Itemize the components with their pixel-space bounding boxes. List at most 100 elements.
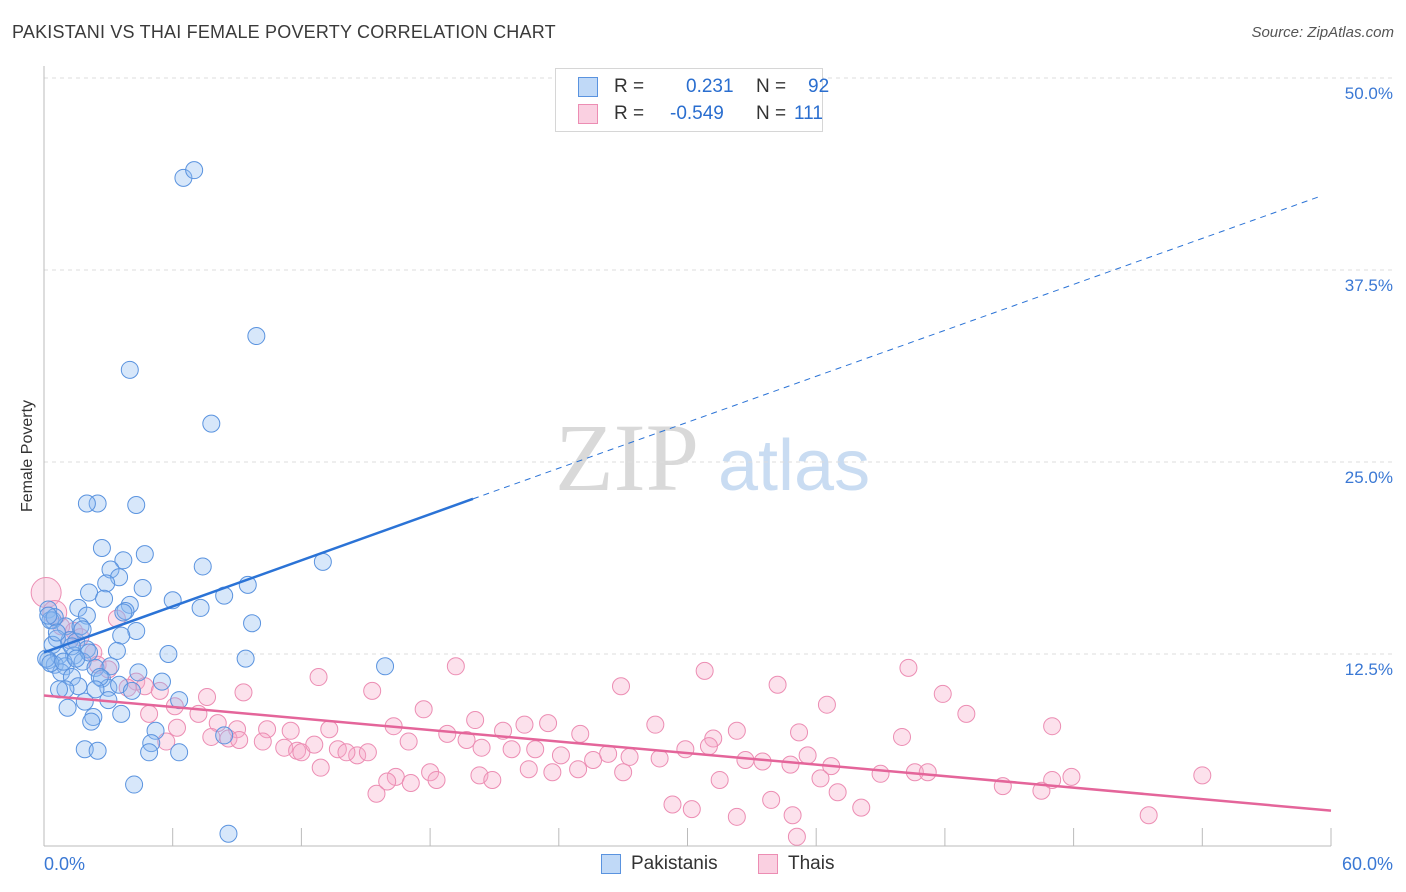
pakistanis-point xyxy=(80,583,99,602)
pakistanis-point xyxy=(174,168,193,187)
thais-point xyxy=(676,740,695,759)
thais-point xyxy=(358,743,377,762)
thais-point xyxy=(543,763,562,782)
thais-point xyxy=(811,769,830,788)
thais-point xyxy=(710,770,729,789)
pakistanis-point xyxy=(125,775,144,794)
thais-point xyxy=(650,749,669,768)
watermark-zip: ZIP xyxy=(555,404,699,511)
thais-point xyxy=(311,758,330,777)
pakistanis-trend-extension xyxy=(472,195,1321,500)
thais-point xyxy=(526,740,545,759)
pakistanis-point xyxy=(202,414,221,433)
thais-point xyxy=(281,721,300,740)
thais-point xyxy=(933,684,952,703)
pakistanis-point xyxy=(45,608,64,627)
tick-labels: 12.5% 25.0% 37.5% 50.0% 0.0% 60.0% xyxy=(44,84,1393,874)
pakistanis-point xyxy=(191,598,210,617)
thais-point xyxy=(348,746,367,765)
thais-point xyxy=(817,695,836,714)
chart-title: PAKISTANI VS THAI FEMALE POVERTY CORRELA… xyxy=(12,22,556,42)
pakistanis-swatch xyxy=(601,854,621,874)
thais-point xyxy=(584,750,603,769)
thais-point xyxy=(852,798,871,817)
thais-point xyxy=(1193,766,1212,785)
thais-point xyxy=(472,738,491,757)
thais-point xyxy=(367,784,386,803)
thais-point xyxy=(421,763,440,782)
legend-r-value: 0.231 xyxy=(686,76,734,97)
thais-point xyxy=(140,704,159,723)
axes xyxy=(43,66,1332,847)
thais-point xyxy=(957,704,976,723)
legend-n-value: 111 xyxy=(794,103,823,124)
thais-point xyxy=(918,763,937,782)
pakistanis-point xyxy=(127,496,146,515)
pakistanis-point xyxy=(215,726,234,745)
thais-point xyxy=(198,688,217,707)
thais-point xyxy=(167,718,186,737)
thais-swatch xyxy=(758,854,778,874)
pakistanis-point xyxy=(152,672,171,691)
pakistanis-point xyxy=(193,557,212,576)
pakistanis-point xyxy=(112,704,131,723)
pakistanis-point xyxy=(376,657,395,676)
thais-point xyxy=(1043,717,1062,736)
pakistanis-point xyxy=(95,589,114,608)
pakistanis-point xyxy=(247,327,266,346)
x-tick-label: 0.0% xyxy=(44,854,85,874)
legend-n-value: 92 xyxy=(808,76,830,97)
thais-point xyxy=(699,737,718,756)
pakistanis-point xyxy=(120,360,139,379)
thais-point xyxy=(466,711,485,730)
legend-r-label: R = xyxy=(614,76,645,97)
stats-legend: R = 0.231 N = 92 R = -0.549 N = 111 xyxy=(555,68,829,132)
pakistanis-point xyxy=(88,741,107,760)
thais-point xyxy=(1062,767,1081,786)
pakistanis-point xyxy=(135,545,154,564)
thais-point xyxy=(790,723,809,742)
pakistanis-swatch xyxy=(578,77,598,97)
pakistanis-point xyxy=(219,824,238,843)
thais-trend-line xyxy=(43,694,1332,812)
thais-point xyxy=(828,783,847,802)
pakistanis-point xyxy=(77,606,96,625)
thais-point xyxy=(899,658,918,677)
y-tick-label: 12.5% xyxy=(1345,660,1393,679)
thais-point xyxy=(157,732,176,751)
thais-point xyxy=(230,731,249,750)
thais-point xyxy=(399,732,418,751)
pakistanis-point xyxy=(41,654,60,673)
thais-point xyxy=(768,675,787,694)
thais-point xyxy=(519,760,538,779)
thais-point xyxy=(571,724,590,743)
y-tick-label: 37.5% xyxy=(1345,276,1393,295)
pakistanis-point xyxy=(243,614,262,633)
legend-n-label: N = xyxy=(756,103,787,124)
pakistanis-point xyxy=(88,494,107,513)
thais-point xyxy=(599,744,618,763)
pakistanis-point xyxy=(112,626,131,645)
watermark-atlas: atlas xyxy=(718,426,870,506)
thais-point xyxy=(663,795,682,814)
pakistanis-point xyxy=(92,539,111,558)
thais-point xyxy=(515,715,534,734)
thais-point xyxy=(363,681,382,700)
thais-point xyxy=(539,714,558,733)
pakistanis-point xyxy=(39,600,58,619)
thais-point xyxy=(798,746,817,765)
thais-point xyxy=(414,700,433,719)
pakistanis-point xyxy=(185,161,204,180)
thais-point xyxy=(695,661,714,680)
pakistanis-point xyxy=(82,712,101,731)
thais-point xyxy=(320,720,339,739)
pakistanis-point xyxy=(86,658,105,677)
thais-point xyxy=(438,724,457,743)
pakistanis-point xyxy=(77,494,96,513)
thais-point xyxy=(446,657,465,676)
pakistanis-point xyxy=(58,698,77,717)
watermark: ZIP atlas xyxy=(555,404,870,511)
thais-point xyxy=(614,763,633,782)
pakistanis-point xyxy=(107,641,126,660)
thais-point xyxy=(569,760,588,779)
